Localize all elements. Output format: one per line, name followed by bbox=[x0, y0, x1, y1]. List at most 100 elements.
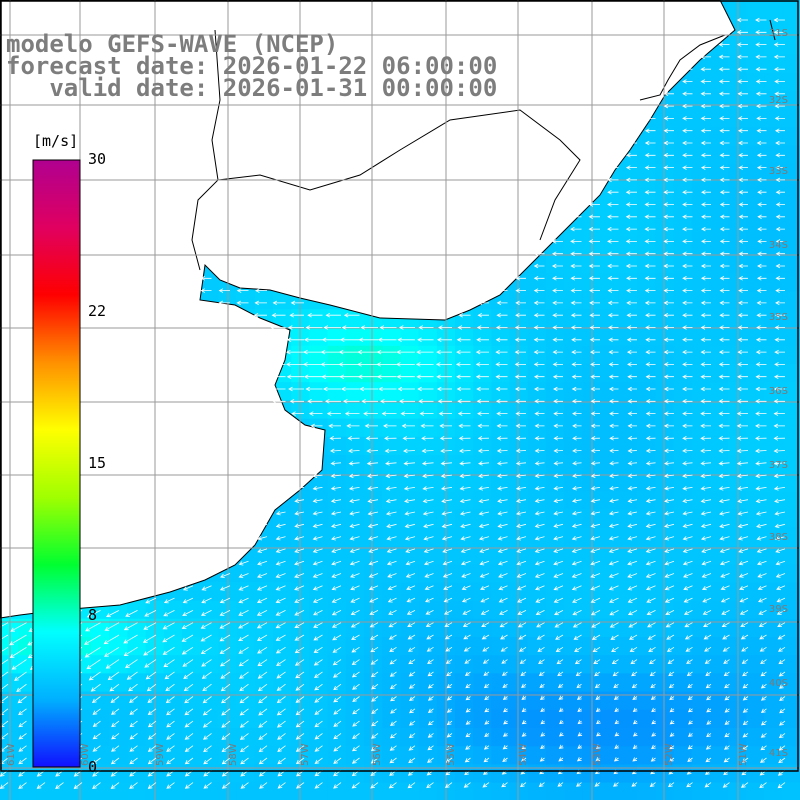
field-cell bbox=[327, 364, 347, 383]
wind-arrow bbox=[123, 622, 138, 631]
field-cell bbox=[746, 709, 765, 729]
wind-arrow bbox=[700, 386, 711, 392]
field-cell bbox=[618, 418, 638, 438]
field-cell bbox=[691, 582, 711, 602]
wind-arrow bbox=[480, 610, 490, 615]
wind-arrow bbox=[333, 782, 342, 789]
field-cell bbox=[764, 637, 784, 656]
wind-arrow bbox=[722, 782, 730, 788]
field-cell bbox=[418, 436, 438, 456]
field-cell bbox=[109, 655, 128, 674]
field-cell bbox=[546, 364, 565, 383]
wind-arrow bbox=[534, 423, 545, 429]
wind-arrow bbox=[166, 733, 175, 740]
wind-arrow bbox=[663, 116, 674, 121]
field-cell bbox=[728, 273, 747, 292]
wind-arrow bbox=[326, 411, 341, 416]
wind-arrow bbox=[258, 733, 268, 740]
field-cell bbox=[600, 527, 620, 547]
wind-arrow bbox=[203, 782, 212, 789]
wind-arrow bbox=[778, 659, 786, 665]
wind-arrow bbox=[397, 386, 415, 392]
field-cell bbox=[491, 673, 511, 693]
wind-arrow bbox=[590, 498, 601, 503]
wind-arrow bbox=[553, 536, 564, 541]
field-cell bbox=[345, 527, 365, 547]
wind-arrow bbox=[296, 782, 305, 789]
wind-arrow bbox=[701, 548, 712, 553]
field-cell bbox=[728, 527, 747, 547]
field-cell bbox=[764, 491, 784, 511]
wind-arrow bbox=[514, 349, 526, 355]
field-cell bbox=[764, 54, 784, 74]
field-cell bbox=[637, 527, 656, 547]
wind-arrow bbox=[757, 263, 767, 269]
wind-arrow bbox=[572, 622, 582, 628]
field-cell bbox=[637, 509, 656, 529]
wind-arrow bbox=[644, 239, 656, 244]
field-cell bbox=[655, 582, 674, 602]
wind-arrow bbox=[386, 548, 397, 553]
field-cell bbox=[236, 291, 256, 310]
wind-arrow bbox=[533, 300, 545, 306]
wind-arrow bbox=[444, 622, 453, 627]
field-cell bbox=[764, 473, 784, 492]
wind-arrow bbox=[496, 461, 508, 466]
wind-arrow bbox=[366, 448, 379, 454]
field-cell bbox=[782, 691, 800, 711]
field-cell bbox=[637, 673, 656, 693]
field-cell bbox=[455, 509, 474, 529]
field-cell bbox=[782, 273, 800, 292]
wind-arrow bbox=[203, 745, 212, 753]
wind-arrow bbox=[705, 757, 712, 763]
wind-arrow bbox=[408, 733, 416, 739]
wind-arrow bbox=[609, 498, 619, 503]
field-cell bbox=[600, 509, 620, 529]
wind-arrow bbox=[669, 707, 675, 713]
field-cell bbox=[291, 764, 310, 784]
wind-arrow bbox=[275, 646, 286, 654]
field-cell bbox=[764, 673, 784, 693]
wind-arrow bbox=[755, 436, 767, 441]
wind-arrow bbox=[349, 498, 360, 504]
wind-arrow bbox=[238, 622, 249, 629]
wind-arrow bbox=[257, 683, 268, 692]
wind-arrow bbox=[650, 683, 656, 689]
field-cell bbox=[673, 600, 693, 620]
wind-arrow bbox=[456, 374, 471, 379]
wind-arrow bbox=[475, 374, 489, 379]
field-cell bbox=[527, 546, 547, 565]
wind-arrow bbox=[738, 573, 749, 578]
wind-arrow bbox=[682, 436, 693, 441]
wind-arrow bbox=[314, 720, 323, 728]
field-cell bbox=[691, 546, 711, 565]
wind-arrow bbox=[239, 720, 249, 728]
wind-arrow bbox=[644, 165, 656, 170]
field-cell bbox=[236, 691, 256, 711]
wind-arrow bbox=[464, 757, 471, 763]
wind-arrow bbox=[644, 202, 656, 207]
field-cell bbox=[127, 600, 147, 620]
field-cell bbox=[527, 382, 547, 401]
field-cell bbox=[782, 36, 800, 56]
wind-arrow bbox=[590, 548, 601, 553]
field-cell bbox=[236, 564, 256, 583]
wind-arrow bbox=[688, 720, 693, 725]
wind-arrow bbox=[367, 486, 379, 491]
wind-arrow bbox=[608, 536, 619, 541]
field-cell bbox=[491, 728, 511, 747]
colorbar-tick-0: 0 bbox=[88, 758, 98, 776]
wind-arrow bbox=[144, 610, 157, 617]
field-cell bbox=[527, 291, 547, 310]
wind-arrow bbox=[440, 473, 453, 479]
field-cell bbox=[637, 691, 656, 711]
field-cell bbox=[327, 564, 347, 583]
field-cell bbox=[345, 400, 365, 420]
wind-arrow bbox=[357, 349, 378, 355]
field-cell bbox=[455, 400, 474, 420]
wind-arrow bbox=[760, 720, 767, 726]
wind-arrow bbox=[275, 597, 286, 604]
wind-arrow bbox=[666, 646, 675, 652]
wind-arrow bbox=[423, 536, 434, 541]
field-cell bbox=[637, 400, 656, 420]
